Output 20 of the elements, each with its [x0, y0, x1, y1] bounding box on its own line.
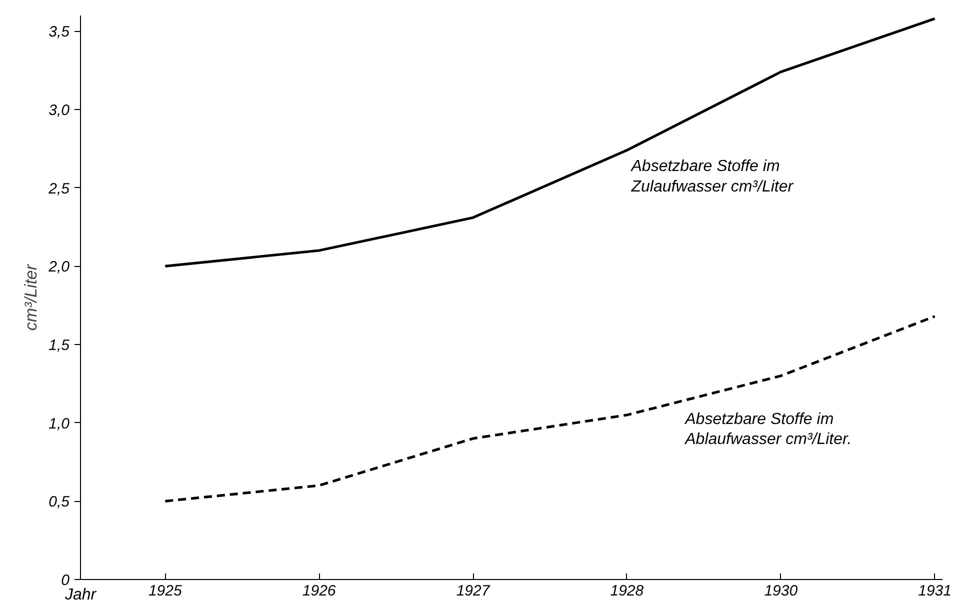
- y-tick-label: 2,5: [48, 180, 70, 198]
- x-tick-label: 1930: [764, 582, 798, 600]
- y-tick-label: 3,5: [48, 24, 70, 41]
- y-tick-label: 1,0: [48, 415, 70, 432]
- x-axis-title: Jahr: [64, 586, 97, 604]
- x-tick-label: 1925: [148, 582, 183, 600]
- line-series: [164, 315, 936, 502]
- y-tick-label: 0: [61, 572, 70, 589]
- series-label: Absetzbare Stoffe im Zulaufwasser cm³/Liter: [630, 158, 794, 196]
- y-tick-label: 0,5: [48, 494, 70, 511]
- x-tick-label: 1931: [918, 582, 952, 600]
- x-tick-label: 1928: [610, 582, 644, 600]
- y-axis-title: cm³/Liter: [22, 263, 41, 331]
- line-series: [164, 17, 936, 268]
- y-tick-label: 2,0: [48, 258, 70, 276]
- series-label: Absetzbare Stoffe im Ablaufwasser cm³/Liter.: [684, 410, 852, 448]
- x-tick-label: 1927: [456, 582, 490, 600]
- y-tick-label: 1,5: [48, 337, 70, 354]
- x-tick-label: 1926: [302, 582, 336, 600]
- y-tick-label: 3,0: [48, 102, 70, 119]
